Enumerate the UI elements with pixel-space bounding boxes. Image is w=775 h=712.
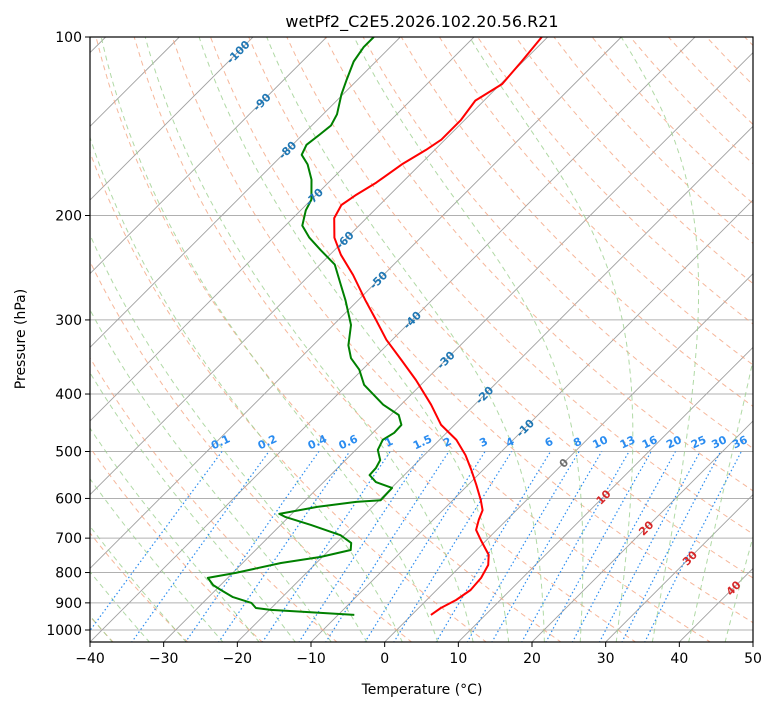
temperature-profile-line <box>334 37 542 615</box>
y-tick-label: 300 <box>55 313 82 329</box>
x-tick-label: −40 <box>75 651 105 667</box>
dewpoint-profile-line <box>208 37 402 615</box>
mixing-ratio-label: 10 <box>591 433 611 451</box>
dry-adiabat <box>516 37 775 643</box>
isotherm-line <box>237 37 775 643</box>
mixing-ratio-line <box>599 452 700 643</box>
moist-adiabat <box>470 37 633 643</box>
isotherm-line <box>0 37 253 643</box>
dry-adiabat <box>439 37 775 643</box>
isotherm-label: 0 <box>557 456 572 471</box>
y-tick-label: 200 <box>55 209 82 225</box>
y-tick-label: 1000 <box>46 623 82 639</box>
isotherm-line <box>0 37 474 643</box>
mixing-ratio-label: 20 <box>664 433 684 451</box>
mixing-ratio-line <box>299 452 424 643</box>
mixing-ratio-label: 1 <box>383 435 395 450</box>
x-tick-label: 30 <box>597 651 615 667</box>
isotherm-label: 30 <box>680 548 700 568</box>
mixing-ratio-line <box>572 452 675 643</box>
dry-adiabat <box>707 37 775 643</box>
y-tick-label: 500 <box>55 444 82 460</box>
moist-adiabat <box>762 37 775 643</box>
dry-adiabat <box>20 37 413 643</box>
mixing-ratio-label: 13 <box>618 433 637 451</box>
moist-adiabat <box>64 37 402 643</box>
isotherm-line <box>163 37 769 643</box>
chart-title: wetPf2_C2E5.2026.102.20.56.R21 <box>285 12 558 32</box>
mixing-ratio-line <box>546 452 652 643</box>
mixing-ratio-label: 1.5 <box>411 432 434 452</box>
mixing-ratio-line <box>522 452 630 643</box>
y-tick-label: 600 <box>55 491 82 507</box>
x-tick-label: 20 <box>523 651 541 667</box>
isotherm-label: -10 <box>514 416 537 439</box>
y-tick-label: 800 <box>55 566 82 582</box>
mixing-ratio-label: 6 <box>543 435 556 450</box>
x-tick-label: −20 <box>223 651 253 667</box>
x-axis-label: Temperature (°C) <box>361 682 483 698</box>
isotherm-label: 20 <box>636 518 656 538</box>
mixing-ratio-label: 3 <box>477 435 489 450</box>
isotherm-label: -90 <box>250 90 273 113</box>
x-tick-label: 50 <box>744 651 762 667</box>
isotherm-line <box>0 37 327 643</box>
isotherm-label: -40 <box>401 308 424 331</box>
dry-adiabat <box>592 37 775 643</box>
mixing-ratio-label: 0.1 <box>209 432 232 452</box>
isotherm-line <box>752 37 775 643</box>
y-axis-label: Pressure (hPa) <box>13 289 29 389</box>
moist-adiabat <box>199 37 509 643</box>
isotherm-label: -70 <box>303 185 326 208</box>
isotherm-line <box>16 37 622 643</box>
moist-adiabat <box>689 37 775 643</box>
isotherm-label: -100 <box>224 38 253 67</box>
dry-adiabat <box>0 37 263 643</box>
mixing-ratio-label: 0.4 <box>306 432 329 452</box>
x-tick-label: 10 <box>449 651 467 667</box>
dry-adiabat <box>668 37 775 643</box>
y-tick-label: 400 <box>55 387 82 403</box>
moist-adiabat <box>0 37 260 643</box>
isotherm-line <box>384 37 775 643</box>
mixing-ratio-line <box>365 452 485 643</box>
x-tick-label: 0 <box>380 651 389 667</box>
moist-adiabat <box>33 37 367 643</box>
dry-adiabat <box>554 37 775 643</box>
mixing-ratio-label: 25 <box>689 433 708 451</box>
y-tick-label: 700 <box>55 531 82 547</box>
mixing-ratio-label: 16 <box>640 433 660 451</box>
y-tick-label: 100 <box>55 30 82 46</box>
mixing-ratio-line <box>436 452 551 643</box>
mixing-ratio-line <box>81 452 222 643</box>
dry-adiabat <box>0 37 338 643</box>
isotherm-line <box>89 37 695 643</box>
isotherm-label: 10 <box>594 487 614 507</box>
x-tick-label: 40 <box>670 651 688 667</box>
isotherm-label: -50 <box>367 268 390 291</box>
isotherm-line <box>458 37 775 643</box>
y-tick-label: 900 <box>55 596 82 612</box>
isotherm-label: -30 <box>434 348 457 371</box>
isotherm-label: -80 <box>276 138 299 161</box>
isotherm-label: -60 <box>333 228 356 251</box>
dry-adiabat <box>58 37 487 643</box>
mixing-ratio-label: 30 <box>709 433 729 451</box>
moist-adiabat <box>5 37 332 643</box>
isotherm-line <box>531 37 775 643</box>
moist-adiabat <box>725 37 775 643</box>
mixing-ratio-label: 8 <box>571 435 583 450</box>
x-tick-label: −10 <box>296 651 326 667</box>
x-tick-label: −30 <box>149 651 179 667</box>
